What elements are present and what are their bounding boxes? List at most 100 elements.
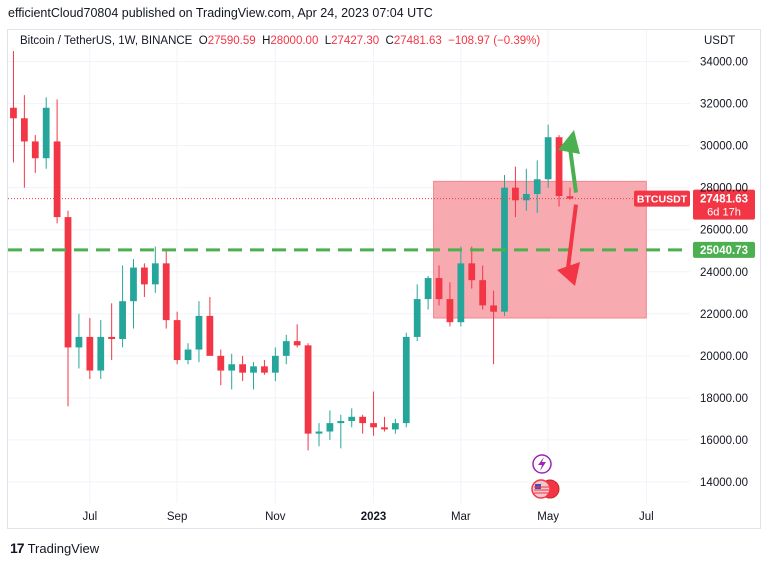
candle <box>435 265 443 306</box>
candle-body <box>184 349 192 361</box>
candle <box>479 265 487 310</box>
candle <box>162 248 170 329</box>
candle <box>261 360 268 375</box>
y-tick-label: 14000.00 <box>700 477 748 489</box>
candle-body <box>391 423 399 430</box>
open-label: O <box>198 35 208 47</box>
candle-body <box>151 263 159 285</box>
candle-body <box>250 366 257 373</box>
candle-body <box>446 299 454 323</box>
candle-body <box>479 280 487 306</box>
candle-body <box>31 141 39 159</box>
candle-body <box>359 416 367 424</box>
candle <box>381 416 388 432</box>
y-tick-label: 34000.00 <box>700 57 748 69</box>
candle <box>97 320 105 379</box>
price-badge-bg <box>693 189 755 220</box>
chart-panel[interactable] <box>7 29 761 529</box>
symbol-title: Bitcoin / TetherUS, 1W, BINANCE <box>20 35 193 47</box>
grid-lines <box>8 30 690 503</box>
candle <box>533 160 541 213</box>
candle <box>413 284 421 342</box>
candle-body <box>457 263 465 323</box>
y-tick-label: 20000.00 <box>700 351 748 363</box>
tradingview-logo[interactable]: 17 TradingView <box>10 540 99 556</box>
candle <box>391 418 399 434</box>
symbol-badge: BTCUSDT <box>634 190 690 207</box>
candle-body <box>228 364 236 371</box>
candle <box>370 391 377 436</box>
candle <box>326 410 334 440</box>
x-tick-label: Jul <box>639 511 654 523</box>
axes: 14000.00 16000.00 18000.00 20000.00 22000.00… <box>82 57 748 523</box>
y-tick-label: 28000.00 <box>700 183 748 195</box>
lightning-icon-bolt <box>538 457 546 471</box>
y-tick-label: 18000.00 <box>700 393 748 405</box>
symbol-badge-bg <box>634 190 690 207</box>
candle <box>359 414 367 434</box>
candle-body <box>53 141 61 218</box>
candle <box>130 259 137 329</box>
candle-body <box>555 137 563 197</box>
candle <box>173 311 181 365</box>
candle <box>293 324 301 348</box>
candle-body <box>217 355 225 371</box>
candle-body <box>337 421 345 424</box>
candle <box>544 124 552 188</box>
price-badge-countdown: 6d 17h <box>707 207 741 219</box>
candle <box>228 353 236 390</box>
candle-body <box>413 299 421 337</box>
candle-body <box>315 431 323 434</box>
candle <box>42 97 50 169</box>
candle-body <box>130 267 137 302</box>
candle-body <box>490 305 497 312</box>
candle-body <box>533 179 541 194</box>
close-value: 27481.63 <box>393 35 442 47</box>
candle-body <box>206 315 214 356</box>
change-value: −108.97 (−0.39%) <box>448 35 541 47</box>
candle <box>446 282 454 327</box>
low-value: 27427.30 <box>331 35 380 47</box>
candle <box>337 414 345 449</box>
candle <box>239 355 246 382</box>
high-value: 28000.00 <box>270 35 319 47</box>
candle <box>315 423 323 447</box>
currency-label[interactable]: USDT <box>704 35 736 47</box>
candle-body <box>10 107 17 119</box>
y-tick-label: 16000.00 <box>700 435 748 447</box>
candle-body <box>282 341 290 356</box>
candle-body <box>239 364 246 373</box>
candle <box>424 275 432 310</box>
candle-body <box>75 336 83 348</box>
level-badge-bg <box>693 241 755 258</box>
candle <box>31 135 39 173</box>
candle <box>490 290 497 365</box>
candle <box>304 343 312 451</box>
tradingview-logo-icon: 17 <box>10 540 25 556</box>
candle-body <box>512 187 519 201</box>
candle <box>512 166 519 218</box>
tradingview-brand: TradingView <box>27 540 100 556</box>
candle-body <box>402 336 410 424</box>
candle-body <box>435 278 443 300</box>
candle-body <box>86 336 94 371</box>
x-tick-label: 2023 <box>361 511 387 523</box>
y-tick-label: 22000.00 <box>700 309 748 321</box>
candle-body <box>119 301 126 340</box>
candle-body <box>20 118 28 142</box>
candle <box>53 99 61 224</box>
arrow-up-shaft <box>568 147 578 193</box>
x-tick-label: Nov <box>265 511 286 523</box>
candle-body <box>424 278 432 300</box>
candle-body <box>522 193 530 201</box>
candle <box>119 265 126 348</box>
candle <box>20 95 28 188</box>
candle <box>86 318 94 379</box>
candle <box>250 362 257 390</box>
candle <box>348 408 356 428</box>
candle-body <box>42 107 50 159</box>
lightning-icon <box>532 454 552 474</box>
